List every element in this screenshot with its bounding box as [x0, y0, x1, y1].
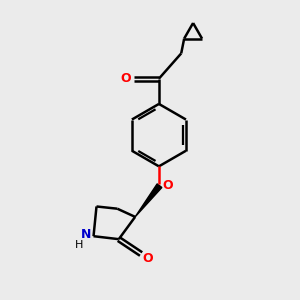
Text: O: O: [162, 179, 172, 192]
Text: N: N: [81, 228, 91, 241]
Text: O: O: [120, 72, 130, 85]
Text: O: O: [142, 252, 153, 265]
Polygon shape: [135, 184, 162, 217]
Text: H: H: [74, 239, 83, 250]
